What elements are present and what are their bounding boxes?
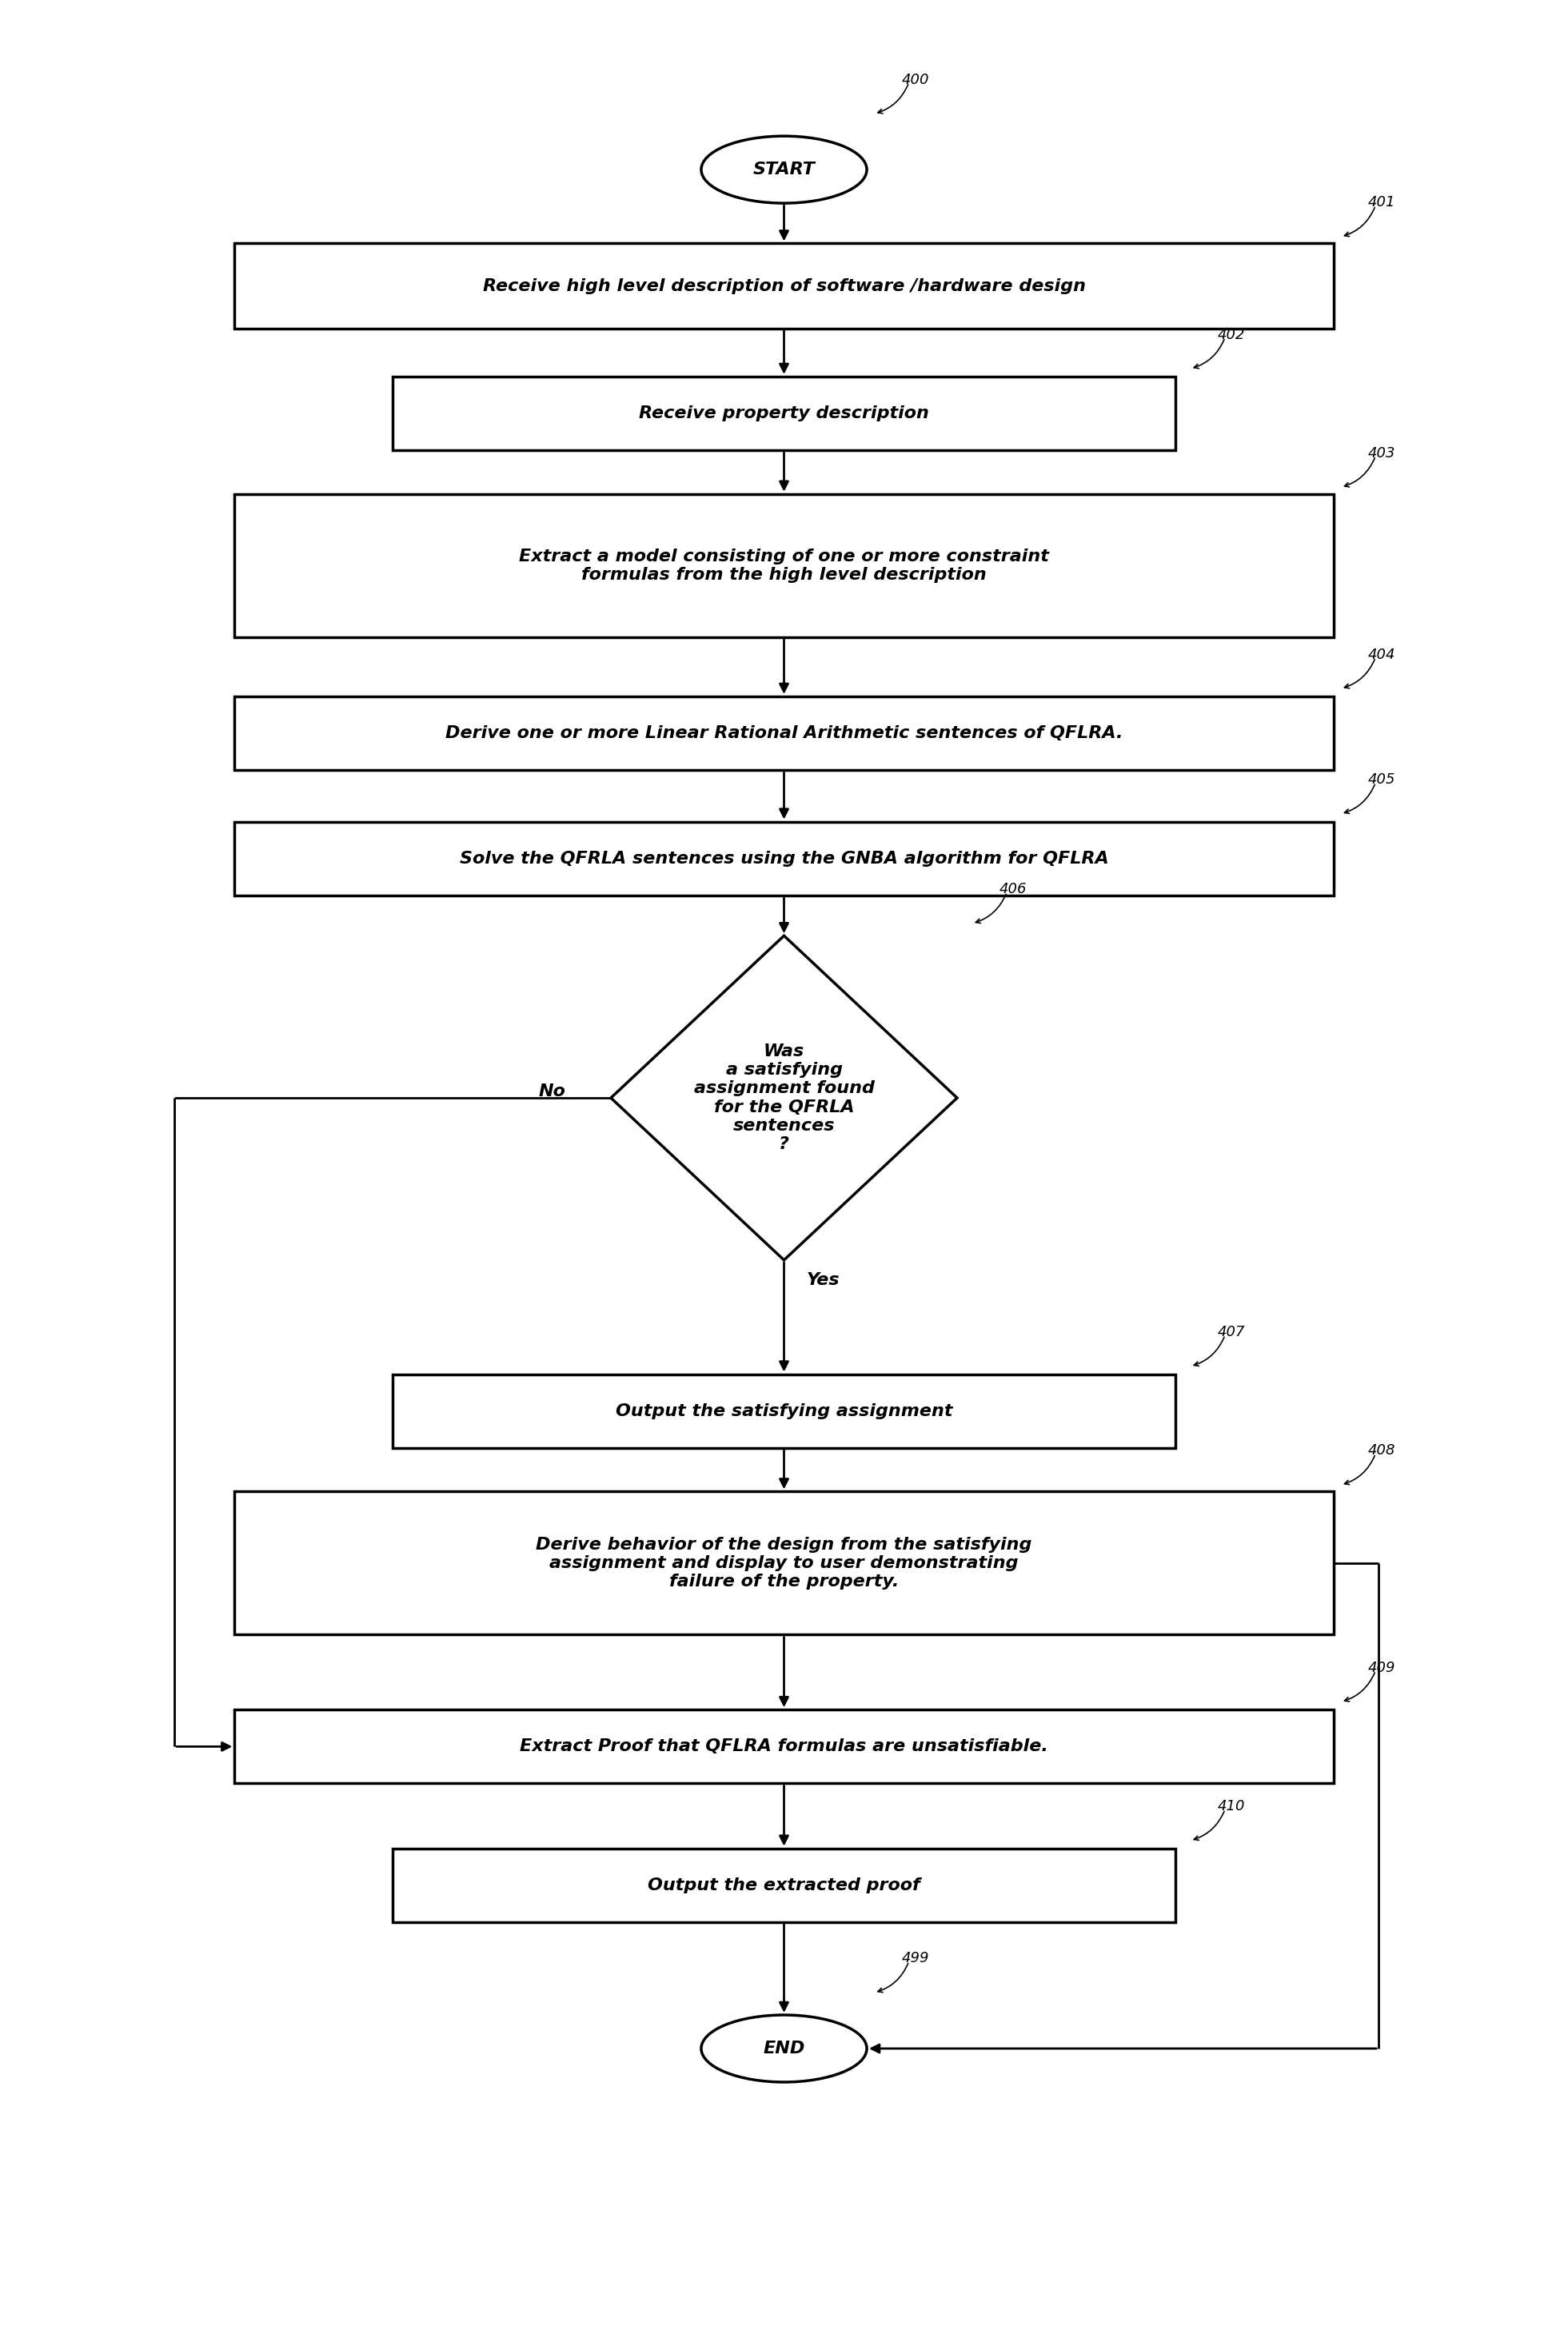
Text: 403: 403 [1367,445,1396,461]
Ellipse shape [701,135,867,203]
Text: 401: 401 [1367,196,1396,210]
Text: Extract a model consisting of one or more constraint
formulas from the high leve: Extract a model consisting of one or mor… [519,548,1049,582]
Bar [392,377,1176,450]
Text: Derive one or more Linear Rational Arithmetic sentences of QFLRA.: Derive one or more Linear Rational Arith… [445,725,1123,741]
Text: Derive behavior of the design from the satisfying
assignment and display to user: Derive behavior of the design from the s… [536,1535,1032,1589]
Bar [392,1375,1176,1447]
Bar [235,1491,1333,1636]
Text: Extract Proof that QFLRA formulas are unsatisfiable.: Extract Proof that QFLRA formulas are un… [519,1738,1049,1754]
Text: Receive high level description of software /hardware design: Receive high level description of softwa… [483,277,1085,294]
Text: 402: 402 [1217,329,1245,343]
Text: Receive property description: Receive property description [638,405,930,422]
Bar [235,1710,1333,1782]
Text: 405: 405 [1367,774,1396,788]
Bar [235,494,1333,636]
Text: 404: 404 [1367,648,1396,662]
Text: Output the extracted proof: Output the extracted proof [648,1878,920,1894]
Text: 400: 400 [902,72,928,86]
Text: 407: 407 [1217,1326,1245,1340]
Bar [392,1848,1176,1922]
Text: 406: 406 [999,883,1027,897]
Text: END: END [764,2041,804,2057]
Text: Was
a satisfying
assignment found
for the QFRLA
sentences
?: Was a satisfying assignment found for th… [693,1044,875,1153]
Bar [235,242,1333,329]
Text: 499: 499 [902,1953,928,1967]
Text: Solve the QFRLA sentences using the GNBA algorithm for QFLRA: Solve the QFRLA sentences using the GNBA… [459,850,1109,867]
Text: 409: 409 [1367,1661,1396,1675]
Bar [235,822,1333,895]
Polygon shape [612,937,956,1261]
Text: Yes: Yes [806,1272,840,1288]
Text: Output the satisfying assignment: Output the satisfying assignment [616,1403,952,1419]
Text: No: No [539,1083,566,1100]
Text: 408: 408 [1367,1445,1396,1459]
Text: 410: 410 [1217,1799,1245,1813]
Ellipse shape [701,2015,867,2083]
Bar [235,697,1333,771]
Text: START: START [753,161,815,177]
